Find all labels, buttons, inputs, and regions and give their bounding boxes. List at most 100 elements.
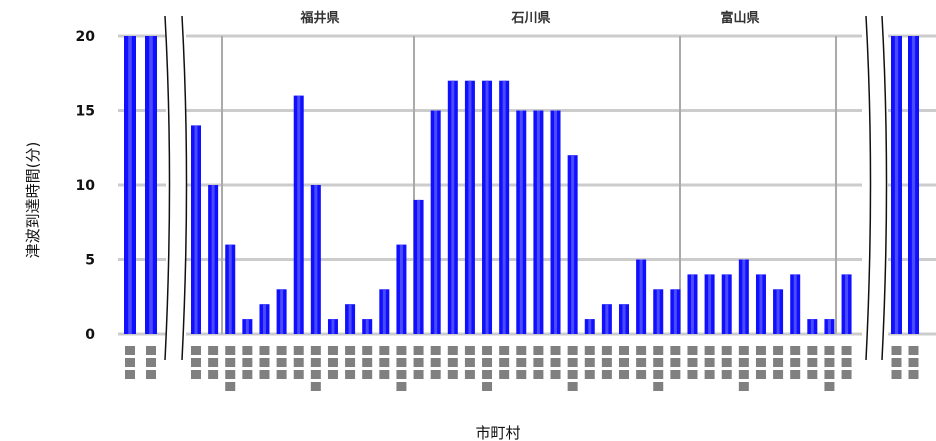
- category-label-glyph: [225, 346, 236, 355]
- category-label-glyph: [790, 358, 801, 367]
- category-label-glyph: [293, 370, 304, 379]
- bar-highlight: [793, 274, 797, 334]
- category-label-glyph: [276, 346, 287, 355]
- category-label-glyph: [567, 382, 578, 391]
- category-label-glyph: [146, 346, 156, 355]
- category-label-glyph: [755, 358, 766, 367]
- bar-highlight: [262, 304, 266, 334]
- category-label-glyph: [584, 346, 595, 355]
- category-label-glyph: [259, 358, 270, 367]
- category-label-glyph: [584, 358, 595, 367]
- category-label-glyph: [636, 370, 647, 379]
- bar-highlight: [128, 36, 132, 334]
- bar-highlight: [280, 289, 284, 334]
- category-label-glyph: [208, 346, 219, 355]
- y-axis-title: 津波到達時間(分): [24, 142, 42, 259]
- grid-lines: [118, 34, 936, 336]
- category-label-glyph: [738, 382, 749, 391]
- category-label-glyph: [601, 346, 612, 355]
- bar-highlight: [451, 80, 455, 334]
- bar-highlight: [742, 259, 746, 334]
- bar-highlight: [759, 274, 763, 334]
- bar-highlight: [605, 304, 609, 334]
- category-label-glyph: [259, 346, 270, 355]
- bar-highlight: [211, 185, 215, 334]
- bar-highlight: [708, 274, 712, 334]
- category-label-glyph: [687, 358, 698, 367]
- category-label-glyph: [242, 358, 253, 367]
- bar-highlight: [468, 80, 472, 334]
- category-label-glyph: [773, 358, 784, 367]
- category-label-glyph: [430, 346, 441, 355]
- category-label-glyph: [208, 358, 219, 367]
- category-label-glyph: [619, 358, 629, 367]
- category-label-glyph: [670, 346, 681, 355]
- axis-break-line: [865, 15, 872, 361]
- category-label-glyph: [807, 346, 818, 355]
- category-label-glyph: [276, 370, 287, 379]
- category-label-glyph: [755, 346, 766, 355]
- region-label: 石川県: [510, 11, 550, 26]
- category-label-glyph: [396, 346, 407, 355]
- category-label-glyph: [841, 370, 852, 379]
- category-label-glyph: [824, 382, 835, 391]
- category-label-glyph: [584, 370, 595, 379]
- category-label-glyph: [396, 382, 407, 391]
- category-label-glyph: [550, 358, 561, 367]
- category-label-glyph: [464, 370, 475, 379]
- bar-highlight: [673, 289, 677, 334]
- bar-highlight: [894, 36, 899, 334]
- bar-highlight: [911, 36, 916, 334]
- category-label-glyph: [396, 358, 407, 367]
- category-label-glyph: [807, 370, 818, 379]
- bar-highlight: [485, 80, 489, 334]
- category-label-glyph: [482, 358, 493, 367]
- category-label-glyph: [430, 370, 441, 379]
- category-label-glyph: [533, 370, 544, 379]
- category-label-glyph: [721, 346, 732, 355]
- category-label-glyph: [550, 370, 561, 379]
- category-label-glyph: [891, 358, 902, 367]
- category-label-glyph: [146, 358, 156, 367]
- category-label-glyph: [773, 370, 784, 379]
- bar-highlight: [845, 274, 849, 334]
- category-label-glyph: [327, 370, 338, 379]
- category-label-glyph: [482, 370, 493, 379]
- bar-highlight: [827, 319, 831, 334]
- bar-highlight: [417, 199, 421, 334]
- category-label-glyph: [841, 346, 852, 355]
- category-label-glyph: [125, 346, 135, 355]
- category-label-glyph: [533, 358, 544, 367]
- category-label-glyph: [310, 346, 321, 355]
- category-label-glyph: [327, 358, 338, 367]
- bar-highlight: [588, 319, 592, 334]
- bar-highlight: [656, 289, 660, 334]
- bar-highlight: [434, 110, 438, 334]
- category-label-glyph: [619, 346, 629, 355]
- bar-highlight: [554, 110, 558, 334]
- category-label-glyph: [191, 346, 201, 355]
- category-label-glyph: [738, 370, 749, 379]
- y-tick-label: 15: [76, 104, 95, 120]
- bar-highlight: [571, 155, 575, 334]
- bar-highlight: [297, 95, 301, 334]
- category-label-glyph: [738, 358, 749, 367]
- category-label-glyph: [619, 370, 629, 379]
- bars: [124, 36, 919, 335]
- category-label-glyph: [242, 346, 253, 355]
- category-label-glyph: [567, 346, 578, 355]
- bar-highlight: [365, 319, 369, 334]
- category-label-glyph: [908, 346, 919, 355]
- bar-highlight: [194, 125, 198, 335]
- bar-highlight: [245, 319, 249, 334]
- bar-highlight: [149, 36, 153, 334]
- category-label-glyph: [824, 346, 835, 355]
- category-label-glyph: [516, 370, 527, 379]
- category-label-glyph: [293, 346, 304, 355]
- bar-highlight: [725, 274, 729, 334]
- category-label-glyph: [755, 370, 766, 379]
- category-label-glyph: [636, 358, 647, 367]
- category-label-glyph: [533, 346, 544, 355]
- category-label-glyph: [362, 346, 373, 355]
